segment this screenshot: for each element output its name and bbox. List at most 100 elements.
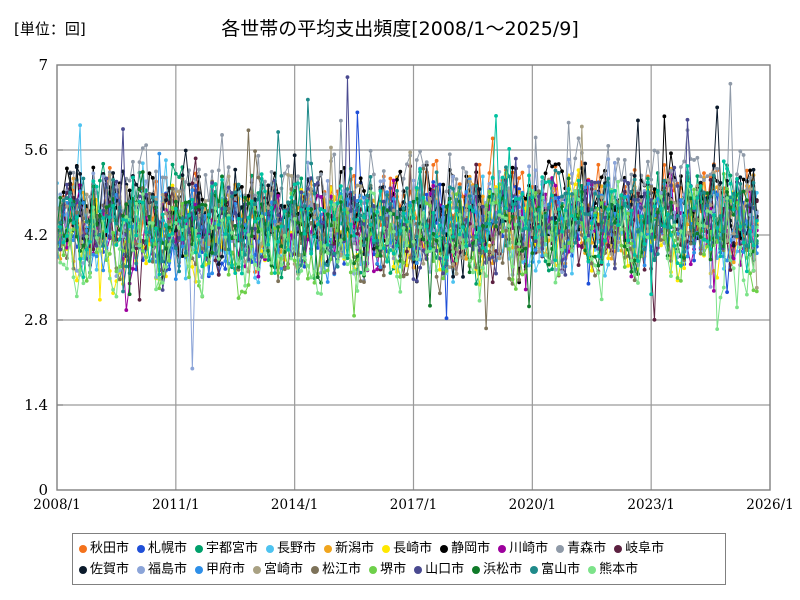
data-point bbox=[556, 264, 561, 269]
page-title: 各世帯の平均支出頻度[2008/1〜2025/9] bbox=[221, 18, 579, 40]
legend-item-新潟市[interactable]: 新潟市 bbox=[324, 542, 374, 555]
legend-item-堺市[interactable]: 堺市 bbox=[369, 563, 406, 576]
legend-item-秋田市[interactable]: 秋田市 bbox=[79, 542, 129, 555]
data-point bbox=[405, 243, 409, 248]
x-axis-tick-label: 2014/1 bbox=[271, 497, 319, 513]
data-point bbox=[401, 274, 406, 279]
data-point bbox=[263, 257, 267, 262]
data-point bbox=[150, 175, 155, 180]
data-point bbox=[523, 226, 528, 231]
data-point bbox=[223, 199, 228, 204]
data-point bbox=[434, 170, 439, 175]
legend-item-佐賀市[interactable]: 佐賀市 bbox=[79, 563, 129, 576]
data-point bbox=[282, 233, 287, 238]
data-point bbox=[692, 250, 696, 255]
legend-item-富山市[interactable]: 富山市 bbox=[530, 563, 580, 576]
legend-item-川崎市[interactable]: 川崎市 bbox=[498, 542, 548, 555]
data-point bbox=[738, 245, 743, 250]
data-point bbox=[414, 261, 419, 265]
data-point bbox=[513, 287, 518, 291]
data-point bbox=[421, 237, 426, 242]
data-point bbox=[741, 278, 746, 283]
data-point bbox=[702, 191, 706, 195]
legend-item-静岡市[interactable]: 静岡市 bbox=[440, 542, 490, 555]
data-point bbox=[471, 241, 475, 246]
data-point bbox=[444, 243, 449, 248]
data-point bbox=[550, 164, 555, 169]
data-point bbox=[239, 271, 244, 276]
data-point bbox=[124, 264, 129, 269]
data-point bbox=[259, 254, 264, 259]
data-point bbox=[279, 224, 284, 229]
data-point bbox=[124, 215, 129, 219]
data-point bbox=[570, 271, 574, 276]
legend-item-山口市[interactable]: 山口市 bbox=[414, 563, 464, 576]
data-point bbox=[738, 149, 743, 154]
data-point bbox=[629, 241, 634, 246]
legend-item-宇都宮市[interactable]: 宇都宮市 bbox=[195, 542, 258, 555]
legend-label: 富山市 bbox=[541, 562, 581, 577]
legend-item-松江市[interactable]: 松江市 bbox=[311, 563, 361, 576]
legend-marker-icon bbox=[556, 544, 565, 553]
legend-item-宮崎市[interactable]: 宮崎市 bbox=[253, 563, 303, 576]
data-point bbox=[233, 197, 238, 201]
data-point bbox=[375, 238, 380, 243]
data-point bbox=[381, 273, 386, 278]
data-point bbox=[533, 168, 538, 173]
data-point bbox=[173, 246, 178, 251]
legend-item-熊本市[interactable]: 熊本市 bbox=[588, 563, 638, 576]
data-point bbox=[636, 229, 640, 234]
data-point bbox=[335, 201, 340, 206]
data-point bbox=[441, 182, 446, 187]
data-point bbox=[216, 273, 221, 277]
data-point bbox=[688, 262, 693, 267]
data-point bbox=[692, 158, 696, 162]
data-point bbox=[134, 246, 139, 251]
data-point bbox=[471, 208, 475, 213]
legend-item-長崎市[interactable]: 長崎市 bbox=[382, 542, 432, 555]
data-point bbox=[527, 304, 531, 309]
data-point bbox=[494, 220, 498, 225]
data-point bbox=[71, 170, 76, 175]
legend-item-長野市[interactable]: 長野市 bbox=[266, 542, 316, 555]
data-point bbox=[170, 187, 175, 191]
data-point bbox=[560, 197, 564, 202]
data-point bbox=[586, 281, 591, 286]
data-point bbox=[606, 176, 611, 181]
data-point bbox=[477, 298, 482, 303]
data-point bbox=[358, 193, 363, 198]
data-point bbox=[438, 256, 442, 261]
data-point bbox=[649, 177, 654, 182]
data-point bbox=[197, 279, 201, 284]
data-point bbox=[137, 199, 142, 204]
data-point bbox=[365, 193, 370, 198]
data-point bbox=[177, 269, 182, 274]
data-point bbox=[391, 256, 396, 261]
legend-item-岐阜市[interactable]: 岐阜市 bbox=[614, 542, 664, 555]
data-point bbox=[180, 173, 185, 178]
legend-item-浜松市[interactable]: 浜松市 bbox=[472, 563, 522, 576]
data-point bbox=[461, 165, 465, 170]
data-point bbox=[329, 200, 333, 205]
data-point bbox=[68, 190, 73, 195]
data-point bbox=[345, 253, 350, 258]
data-point bbox=[58, 225, 63, 229]
legend-item-甲府市[interactable]: 甲府市 bbox=[195, 563, 245, 576]
legend-item-青森市[interactable]: 青森市 bbox=[556, 542, 606, 555]
data-point bbox=[461, 245, 465, 250]
data-point bbox=[269, 169, 274, 174]
data-point bbox=[474, 235, 479, 239]
data-point bbox=[223, 259, 228, 263]
legend-item-札幌市[interactable]: 札幌市 bbox=[137, 542, 187, 555]
data-point bbox=[177, 236, 182, 240]
data-point bbox=[94, 254, 99, 259]
data-point bbox=[520, 170, 525, 175]
data-point bbox=[593, 254, 597, 259]
data-point bbox=[286, 164, 290, 169]
data-point bbox=[636, 281, 640, 285]
data-point bbox=[609, 222, 614, 226]
data-point bbox=[566, 157, 571, 162]
data-point bbox=[256, 153, 261, 158]
data-point bbox=[239, 194, 244, 198]
legend-item-福島市[interactable]: 福島市 bbox=[137, 563, 187, 576]
